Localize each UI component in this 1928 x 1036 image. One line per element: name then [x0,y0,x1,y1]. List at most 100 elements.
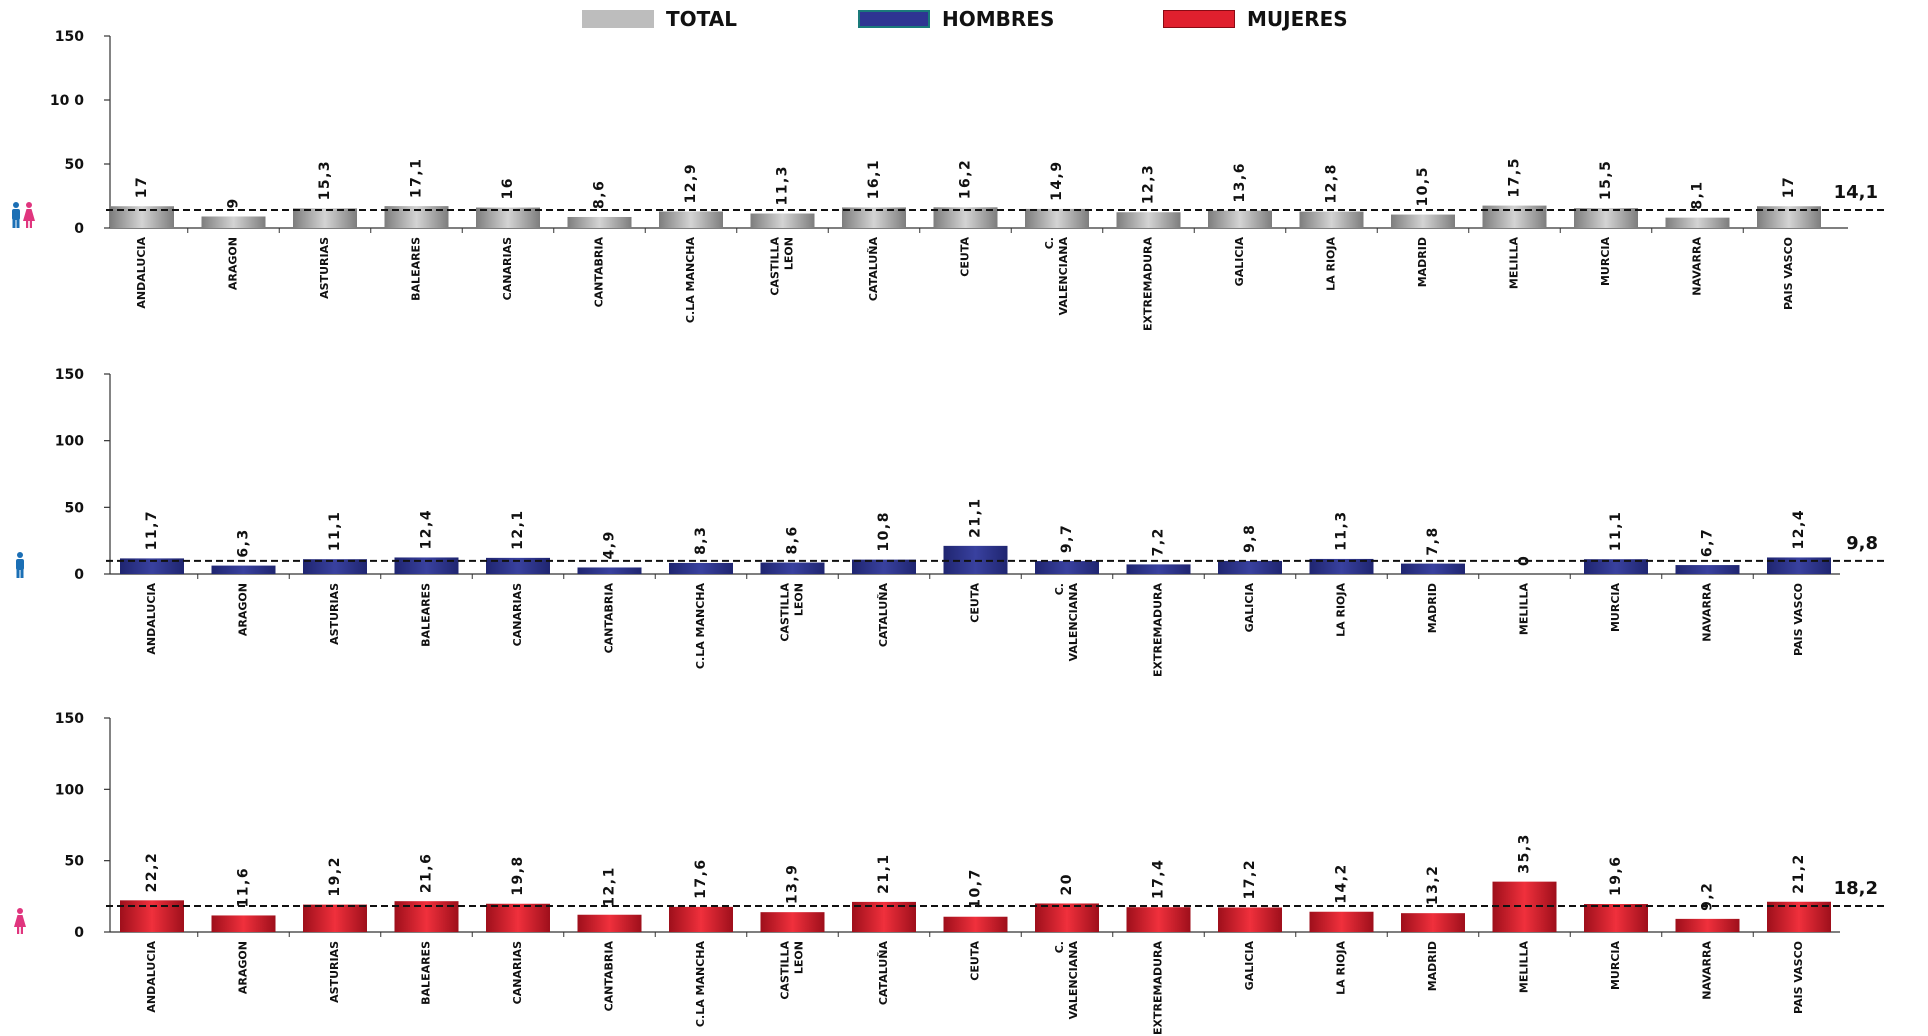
chart-panel-mujeres: 0 50 100 150 22,2 ANDALUCIA 11,6 ARAGON 19,2 ASTU… [14,711,1888,1035]
bar-cataluña [842,207,906,228]
x-tick-label: ARAGON [227,237,240,290]
bar-c-la-mancha [659,211,723,228]
x-tick-label: C.LA MANCHA [694,941,707,1028]
data-label: 4,9 [602,530,618,559]
x-tick-label: GALICIA [1243,941,1256,991]
bar-ceuta [943,916,1008,932]
y-tick-label: 150 [55,29,84,45]
data-label: 14,2 [1334,863,1350,904]
x-tick-label: CASTILLA [769,237,782,296]
bar-cantabria [567,216,632,228]
bar-galicia [1218,907,1282,932]
data-label: 11,1 [327,511,343,552]
data-label: 12,4 [419,509,435,550]
data-label: 19,6 [1608,855,1624,896]
bar-pais-vasco [1757,206,1821,228]
data-label: 6,7 [1700,528,1716,557]
bar-aragon [211,565,276,574]
bar-la-rioja [1309,911,1374,932]
legend-swatch-hombres [858,10,930,28]
bar-la-rioja [1309,558,1374,574]
x-tick-label: MELILLA [1508,237,1521,290]
x-tick-label: ASTURIAS [328,583,341,645]
x-tick-label: BALEARES [420,583,433,647]
x-tick-label: CASTILLA [779,941,792,1000]
x-tick-label: MURCIA [1609,583,1622,633]
chart-panel-hombres: 0 50 100 150 11,7 ANDALUCIA 6,3 ARAGON 11,1 ASTUR… [16,367,1888,677]
data-label: 12,8 [1324,163,1340,204]
y-tick-label: 50 [65,500,85,516]
bar-navarra [1675,918,1740,932]
y-tick-label: 100 [55,782,84,798]
legend-item-mujeres: MUJERES [1163,6,1348,32]
bar-madrid [1401,563,1465,574]
data-label: 17 [1781,176,1797,198]
data-label: 35,3 [1517,833,1533,874]
x-tick-label: VALENCIANA [1057,237,1070,316]
legend-label-mujeres: MUJERES [1247,7,1348,31]
data-label: 20 [1059,873,1075,895]
data-label: 17,2 [1242,859,1258,900]
data-label: 16 [500,177,516,199]
chart-panel-total: 0 50 10 0 150 17 ANDALUCIA 9 ARAGON 15,3 ASTURIAS… [12,29,1888,331]
data-label: 8,3 [693,526,709,555]
bar-galicia [1208,210,1272,228]
y-tick-label: 0 [74,221,84,237]
x-tick-label: ASTURIAS [328,941,341,1003]
bar-andalucia [110,206,174,228]
y-tick-label: 150 [55,711,84,727]
bar-c-valenciana [1035,903,1099,932]
bar-navarra [1665,217,1730,228]
bar-madrid [1401,913,1465,932]
woman-icon [14,908,26,934]
x-tick-label: CEUTA [969,941,982,981]
data-label: 19,8 [510,855,526,896]
x-tick-label: VALENCIANA [1067,941,1080,1020]
bar-la-rioja [1299,211,1364,228]
average-label: 9,8 [1846,533,1878,554]
x-tick-label: EXTREMADURA [1142,237,1155,331]
legend-label-total: TOTAL [666,7,737,31]
x-tick-label: CATALUÑA [877,583,890,648]
y-tick-label: 50 [65,854,85,870]
legend-swatch-total [582,10,654,28]
data-label: 15,3 [317,160,333,201]
x-tick-label: BALEARES [420,941,433,1005]
data-label: 8,6 [785,525,801,554]
bar-pais-vasco [1767,901,1831,932]
y-tick-label: 0 [74,925,84,941]
data-label: 17,5 [1507,157,1523,198]
legend-item-total: TOTAL [582,6,737,32]
data-label: 17 [134,176,150,198]
data-label: 21,6 [419,853,435,894]
x-tick-label: NAVARRA [1701,941,1714,1000]
bar-c-la-mancha [669,906,733,932]
x-tick-label: CANTABRIA [603,583,616,654]
bar-canarias [486,903,550,932]
data-label: 21,2 [1791,853,1807,894]
x-tick-label: CEUTA [959,237,972,277]
data-label: 8,1 [1690,180,1706,209]
bar-asturias [293,208,357,228]
data-label: 17,4 [1151,859,1167,900]
data-label: 12,1 [602,866,618,907]
bar-castilla-leon [760,562,825,574]
man-icon [16,552,24,578]
bar-castilla-leon [750,213,815,228]
x-tick-label: CANARIAS [501,237,514,300]
x-tick-label: CATALUÑA [877,941,890,1006]
bar-cantabria [577,914,642,932]
x-tick-label: ASTURIAS [318,237,331,299]
y-tick-label: 0 [74,567,84,583]
x-tick-label: LEON [783,237,796,270]
y-tick-label: 150 [55,367,84,383]
y-tick-label: 10 0 [50,93,84,109]
x-tick-label: CASTILLA [779,583,792,642]
x-tick-label: C. [1043,237,1056,249]
bar-melilla [1492,881,1557,932]
x-tick-label: MURCIA [1609,941,1622,991]
average-label: 18,2 [1834,878,1878,899]
x-tick-label: MURCIA [1599,237,1612,287]
data-label: 10,7 [968,868,984,909]
